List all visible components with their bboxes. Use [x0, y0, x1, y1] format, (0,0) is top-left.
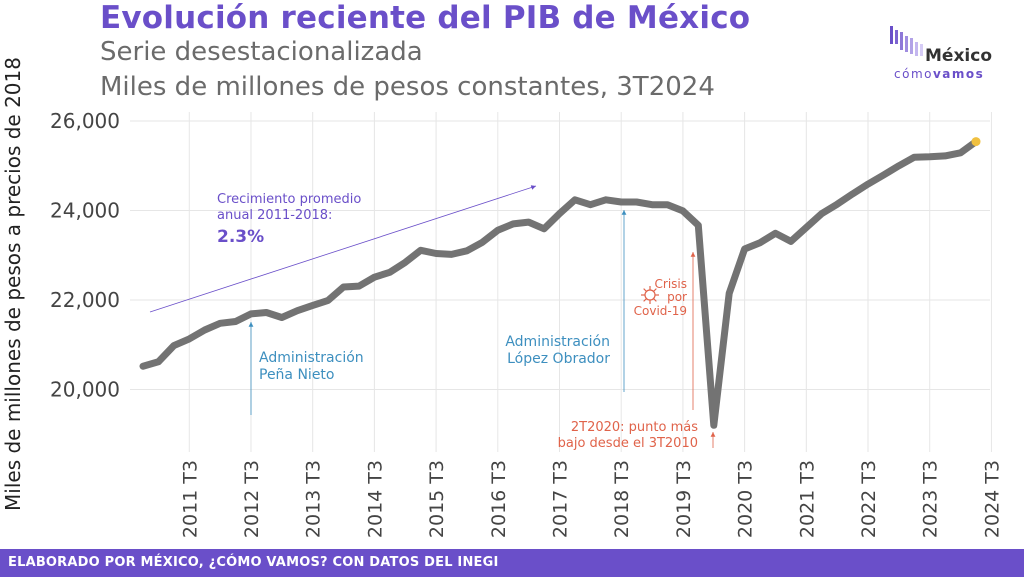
- y-axis-label: Miles de millones de pesos a precios de …: [1, 57, 25, 511]
- x-tick-label: 2014 T3: [364, 460, 386, 538]
- low-annotation-line2: bajo desde el 3T2010: [558, 436, 698, 451]
- x-tick-label: 2024 T3: [981, 460, 1003, 538]
- logo-tagline: cómovamos: [894, 67, 985, 81]
- growth-trend-arrow: [149, 185, 537, 313]
- y-tick-label: 24,000: [50, 199, 120, 223]
- chart-subtitle: Serie desestacionalizada: [100, 37, 423, 67]
- virus-icon: [641, 286, 659, 304]
- pena-annotation-line1: Administración: [259, 350, 364, 366]
- x-tick-label: 2022 T3: [858, 460, 880, 538]
- x-tick-label: 2020 T3: [735, 460, 757, 538]
- x-tick-label: 2016 T3: [488, 460, 510, 538]
- x-tick-label: 2021 T3: [796, 460, 818, 538]
- growth-annotation-value: 2.3%: [217, 227, 264, 247]
- y-tick-label: 22,000: [50, 288, 120, 312]
- chart-title: Evolución reciente del PIB de México: [100, 0, 751, 36]
- x-tick-label: 2013 T3: [303, 460, 325, 538]
- x-tick-label: 2011 T3: [179, 460, 201, 538]
- covid-annotation-line3: Covid-19: [634, 304, 687, 318]
- amlo-annotation-line2: López Obrador: [507, 351, 610, 367]
- x-tick-label: 2015 T3: [426, 460, 448, 538]
- low-annotation-line1: 2T2020: punto más: [571, 420, 698, 435]
- amlo-annotation-line1: Administración: [505, 334, 610, 350]
- x-tick-label: 2018 T3: [611, 460, 633, 538]
- pib-series-line: [139, 138, 980, 429]
- logo-wordmark: México: [925, 46, 992, 66]
- logo-bars-icon: [890, 26, 923, 56]
- covid-annotation-line1: Crisis: [655, 277, 687, 291]
- y-tick-label: 20,000: [50, 378, 120, 402]
- footer-credit: ELABORADO POR MÉXICO, ¿CÓMO VAMOS? CON D…: [8, 555, 499, 570]
- chart-units: Miles de millones de pesos constantes, 3…: [100, 72, 715, 102]
- growth-annotation-line1: Crecimiento promedio: [217, 192, 361, 207]
- y-tick-label: 26,000: [50, 109, 120, 133]
- last-point-marker: [971, 137, 981, 147]
- x-tick-label: 2023 T3: [920, 460, 942, 538]
- growth-annotation-line2: anual 2011-2018:: [217, 208, 332, 223]
- mexico-como-vamos-logo: México cómovamos: [888, 22, 1018, 84]
- x-tick-label: 2012 T3: [241, 460, 263, 538]
- footer-bar: ELABORADO POR MÉXICO, ¿CÓMO VAMOS? CON D…: [0, 549, 1024, 577]
- covid-annotation-line2: por: [667, 290, 687, 304]
- pena-annotation-line2: Peña Nieto: [259, 367, 335, 383]
- x-tick-label: 2017 T3: [550, 460, 572, 538]
- x-tick-label: 2019 T3: [673, 460, 695, 538]
